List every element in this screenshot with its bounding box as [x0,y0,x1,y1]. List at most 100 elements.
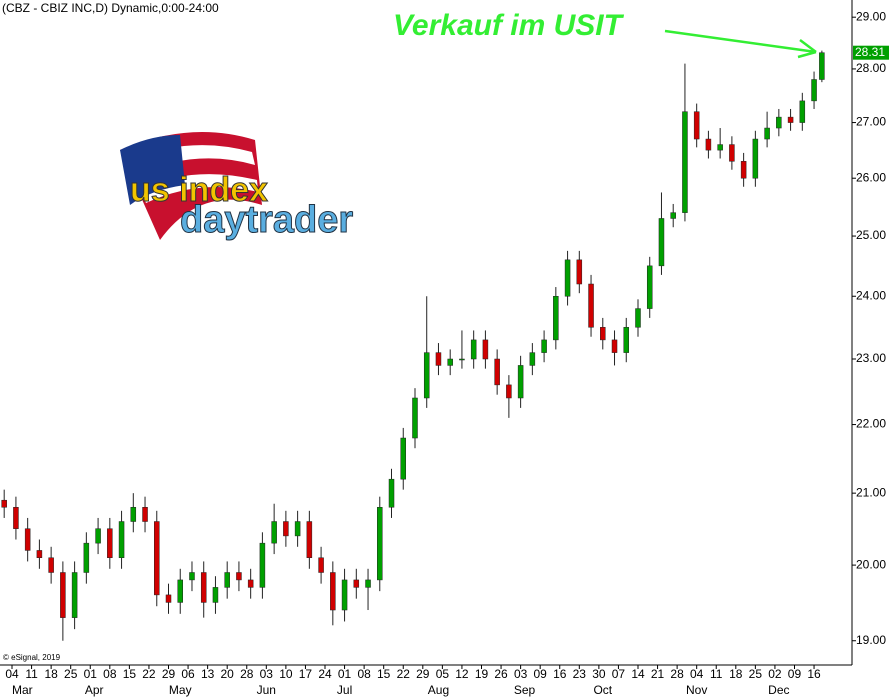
candle-body [118,521,125,558]
candle-body [658,218,665,267]
candle-body [341,579,348,611]
x-tick-label: 15 [377,667,391,681]
candle-body [482,339,489,360]
x-tick-label: 13 [201,667,215,681]
candle-body [388,478,395,508]
month-label: Jun [257,683,276,697]
month-label: May [169,683,192,697]
candle-body [576,259,583,285]
candle-body [588,283,594,328]
candle-body [799,100,806,123]
x-tick-label: 18 [729,667,743,681]
candle-body [541,339,547,353]
x-tick-label: 01 [338,667,352,681]
last-price-label: 28.31 [855,45,885,59]
candle-body [236,572,242,581]
candle-body [740,161,747,179]
x-tick-label: 09 [534,667,548,681]
candle-body [529,352,536,366]
candle-body [682,111,688,213]
candle-body [294,521,301,537]
copyright: © eSignal, 2019 [3,653,61,662]
logo: us index daytrader [120,132,354,242]
month-label: Oct [593,683,612,697]
candle-body [400,437,406,480]
y-tick-label: 22.00 [856,417,886,431]
x-tick-label: 17 [299,667,313,681]
candle-body [717,144,723,151]
candle-body [564,259,571,297]
y-tick-label: 28.00 [856,61,886,75]
x-tick-label: 12 [455,667,469,681]
candle-body [130,507,137,522]
x-tick-label: 26 [494,667,508,681]
x-tick-label: 09 [788,667,802,681]
candle-body [83,542,90,573]
candle-body [200,572,207,603]
month-label: Nov [686,683,707,697]
candle-body [787,116,794,123]
x-tick-label: 16 [807,667,821,681]
x-tick-label: 20 [221,667,235,681]
y-tick-label: 24.00 [856,288,886,302]
x-tick-label: 06 [181,667,195,681]
candle-body [36,550,43,558]
candle-body [670,212,676,219]
candle-body [189,572,195,581]
x-tick-label: 22 [142,667,156,681]
candle-body [819,52,825,80]
x-tick-label: 25 [749,667,763,681]
candle-body [71,572,78,618]
x-tick-label: 28 [240,667,254,681]
candle-body [447,358,453,366]
candle-body [24,528,31,551]
y-tick-label: 20.00 [856,557,886,571]
x-tick-label: 04 [690,667,704,681]
y-tick-label: 21.00 [856,485,886,499]
candle-body [259,542,266,588]
candle-body [283,521,289,537]
chart-title: (CBZ - CBIZ INC,D) Dynamic,0:00-24:00 [2,1,219,15]
x-tick-label: 05 [436,667,450,681]
candle-body [494,358,500,386]
month-label: Sep [514,683,536,697]
candle-body [13,507,19,529]
x-tick-label: 01 [84,667,98,681]
candle-body [318,557,324,573]
candle-body [60,572,66,618]
candle-body [165,594,172,603]
y-tick-label: 23.00 [856,351,886,365]
candle-body [107,528,113,558]
x-tick-label: 19 [475,667,489,681]
x-tick-label: 11 [710,667,723,681]
candle-body [705,138,712,151]
y-tick-label: 25.00 [856,228,886,242]
month-label: Apr [85,683,104,697]
candle-body [212,587,219,603]
candle-body [353,579,360,588]
logo-text: daytrader [180,199,353,241]
month-label: Dec [768,683,789,697]
candle-body [423,352,430,399]
last-price-tag [853,45,889,60]
candle-body [154,521,160,596]
candle-body [377,507,383,581]
x-tick-label: 03 [514,667,528,681]
candle-body [435,352,442,366]
y-tick-label: 29.00 [856,9,886,23]
x-tick-label: 03 [260,667,274,681]
x-tick-label: 14 [631,667,645,681]
candle-body [142,507,148,522]
x-tick-label: 28 [670,667,684,681]
x-tick-label: 11 [25,667,38,681]
y-tick-label: 27.00 [856,115,886,129]
candle-body [247,579,254,588]
candle-body [95,528,101,544]
candle-body [459,358,465,361]
x-tick-label: 23 [573,667,587,681]
x-tick-label: 02 [768,667,782,681]
candle-body [271,521,277,544]
x-tick-label: 29 [416,667,430,681]
